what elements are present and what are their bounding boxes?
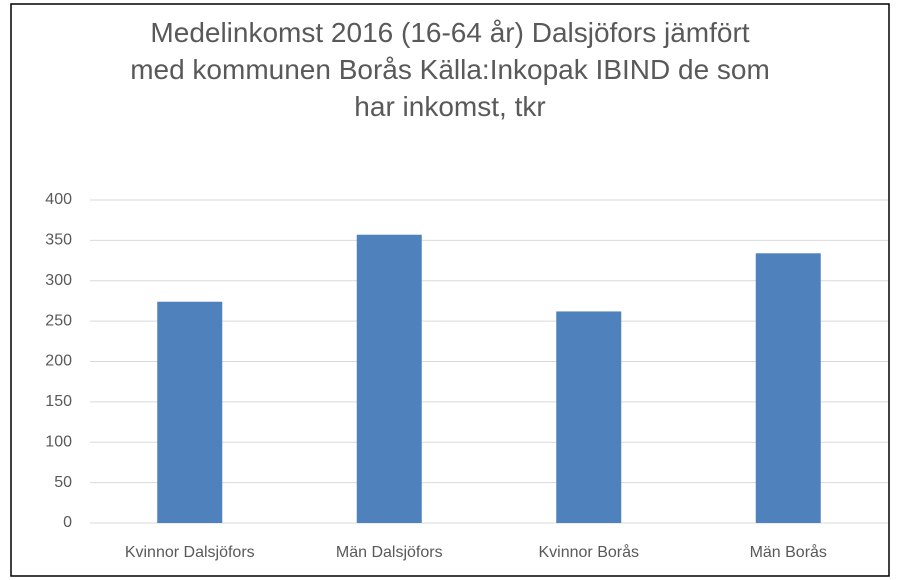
- y-tick-label: 50: [54, 474, 72, 491]
- x-tick-label: Män Dalsjöfors: [336, 544, 443, 561]
- x-tick-label: Kvinnor Borås: [539, 543, 640, 561]
- bar: [556, 311, 622, 523]
- y-tick-label: 200: [45, 353, 72, 370]
- y-tick-label: 250: [45, 312, 72, 329]
- bar: [157, 301, 223, 523]
- y-tick-label: 0: [63, 514, 72, 531]
- y-tick-label: 150: [45, 393, 72, 410]
- bar: [755, 253, 821, 524]
- y-tick-label: 100: [45, 433, 72, 450]
- chart-title: Medelinkomst 2016 (16-64 år) Dalsjöfors …: [130, 17, 770, 122]
- y-tick-label: 300: [45, 272, 72, 289]
- y-tick-label: 350: [45, 232, 72, 249]
- bar: [356, 234, 422, 523]
- x-tick-label: Kvinnor Dalsjöfors: [125, 544, 255, 561]
- y-tick-label: 400: [45, 191, 72, 208]
- x-tick-label: Män Borås: [750, 543, 827, 561]
